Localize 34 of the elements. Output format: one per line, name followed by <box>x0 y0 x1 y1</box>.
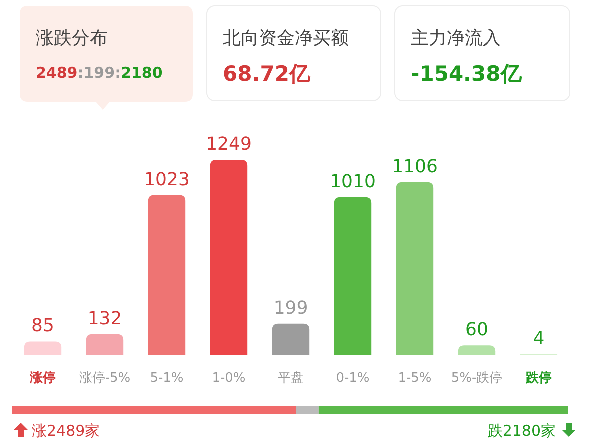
bar <box>396 182 434 355</box>
data-label: 132 <box>88 308 122 330</box>
x-tick-label: 5-1% <box>150 371 184 386</box>
bar <box>86 334 124 355</box>
bar <box>458 346 496 355</box>
text: 北向资金净买额 <box>223 28 349 49</box>
text: 2489:199:2180 <box>36 64 163 82</box>
data-label: 199 <box>274 298 308 319</box>
data-label: 60 <box>466 320 488 341</box>
x-tick-label: 1-0% <box>212 371 246 386</box>
data-label: 1249 <box>206 134 252 155</box>
text: 涨跌分布 <box>36 28 108 49</box>
data-label: 85 <box>32 316 54 337</box>
x-tick-label: 涨停 <box>29 371 56 386</box>
text: 涨2489家 <box>32 422 100 440</box>
x-tick-label: 1-5% <box>398 371 432 386</box>
data-label: 1010 <box>330 171 376 192</box>
bar <box>24 342 62 355</box>
data-label: 1023 <box>144 169 190 190</box>
bar <box>210 160 248 355</box>
x-tick-label: 5%-跌停 <box>451 371 503 386</box>
text: 跌2180家 <box>488 422 556 440</box>
bar <box>334 197 372 355</box>
data-label: 4 <box>533 328 545 350</box>
x-tick-label: 平盘 <box>278 371 304 386</box>
bar <box>148 195 186 355</box>
text: 主力净流入 <box>411 28 501 49</box>
bar <box>272 324 310 355</box>
text: -154.38亿 <box>411 62 523 86</box>
x-tick-label: 涨停-5% <box>79 371 131 386</box>
text: 68.72亿 <box>223 62 312 86</box>
x-tick-label: 跌停 <box>525 371 552 386</box>
data-label: 1106 <box>392 156 438 178</box>
x-tick-label: 0-1% <box>336 371 370 386</box>
